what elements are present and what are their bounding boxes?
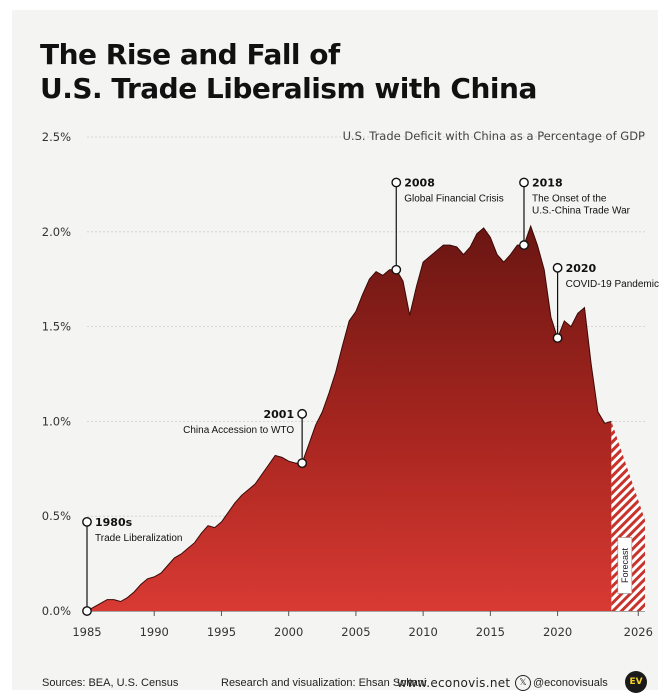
annotations: 1980s Trade Liberalization 2001 China Acces…	[82, 177, 659, 616]
annotation-text: Trade Liberalization	[95, 533, 182, 544]
y-tick-label: 2.0%	[42, 225, 71, 239]
brand-logo: EV	[625, 671, 647, 693]
annotation-label-marker	[519, 177, 529, 188]
website-link[interactable]: www.econovis.net	[397, 676, 511, 690]
annotation-marker	[391, 264, 402, 275]
deficit-area	[87, 226, 612, 611]
annotation-text: Global Financial Crisis	[404, 194, 503, 205]
x-tick-label: 2020	[543, 625, 572, 639]
y-tick-label: 1.0%	[42, 414, 71, 428]
y-tick-label: 0.0%	[42, 604, 71, 618]
chart-subtitle: U.S. Trade Deficit with China as a Perce…	[343, 129, 645, 143]
x-tick-label: 2015	[476, 625, 505, 639]
annotation-text: U.S.-China Trade War	[532, 206, 631, 217]
chart-title: The Rise and Fall of U.S. Trade Liberali…	[40, 38, 537, 106]
y-tick-label: 0.5%	[42, 509, 71, 523]
annotation-year: 2020	[566, 262, 597, 275]
annotation-text: COVID-19 Pandemic	[566, 279, 659, 290]
annotation-marker	[519, 240, 529, 250]
title-line-1: The Rise and Fall of	[40, 38, 340, 71]
forecast-label-box	[617, 537, 633, 594]
credit-note: Research and visualization: Ehsan Soltan…	[221, 677, 427, 689]
sources-note: Sources: BEA, U.S. Census	[42, 677, 179, 689]
x-tick-label: 1995	[207, 625, 236, 639]
annotation-label-marker	[552, 262, 563, 273]
x-tick-label: 2000	[274, 625, 303, 639]
annotation-year: 2018	[532, 177, 563, 190]
annotation-year: 2001	[264, 408, 295, 421]
x-tick-label: 1985	[72, 625, 101, 639]
x-tick-label: 2010	[409, 625, 438, 639]
title-line-2: U.S. Trade Liberalism with China	[40, 72, 537, 105]
annotation-text: The Onset of the	[532, 194, 607, 205]
annotation-marker	[552, 333, 563, 343]
y-tick-label: 2.5%	[42, 130, 71, 144]
x-tick-label: 2026	[624, 625, 653, 639]
x-social-icon[interactable]: 𝕏	[515, 675, 531, 691]
y-axis: 0.0% 0.5% 1.0% 1.5% 2.0% 2.5%	[42, 130, 71, 618]
annotation-year: 1980s	[95, 516, 133, 529]
forecast-label-text: Forecast	[620, 547, 630, 583]
annotation-label-marker	[391, 177, 402, 188]
annotation-marker	[82, 606, 92, 616]
annotation-label-marker	[297, 408, 308, 419]
annotation-year: 2008	[404, 177, 435, 190]
x-tick-label: 2005	[341, 625, 370, 639]
y-tick-label: 1.5%	[42, 320, 71, 334]
annotation-marker	[297, 458, 308, 469]
social-handle[interactable]: @econovisuals	[533, 677, 608, 689]
x-tick-label: 1990	[140, 625, 169, 639]
x-axis: 1985 1990 1995 2000 2005 2010 2015 2020 2026	[72, 611, 653, 639]
forecast-label: Forecast	[617, 537, 633, 594]
annotation-text: China Accession to WTO	[183, 425, 294, 436]
annotation-label-marker	[82, 516, 92, 527]
